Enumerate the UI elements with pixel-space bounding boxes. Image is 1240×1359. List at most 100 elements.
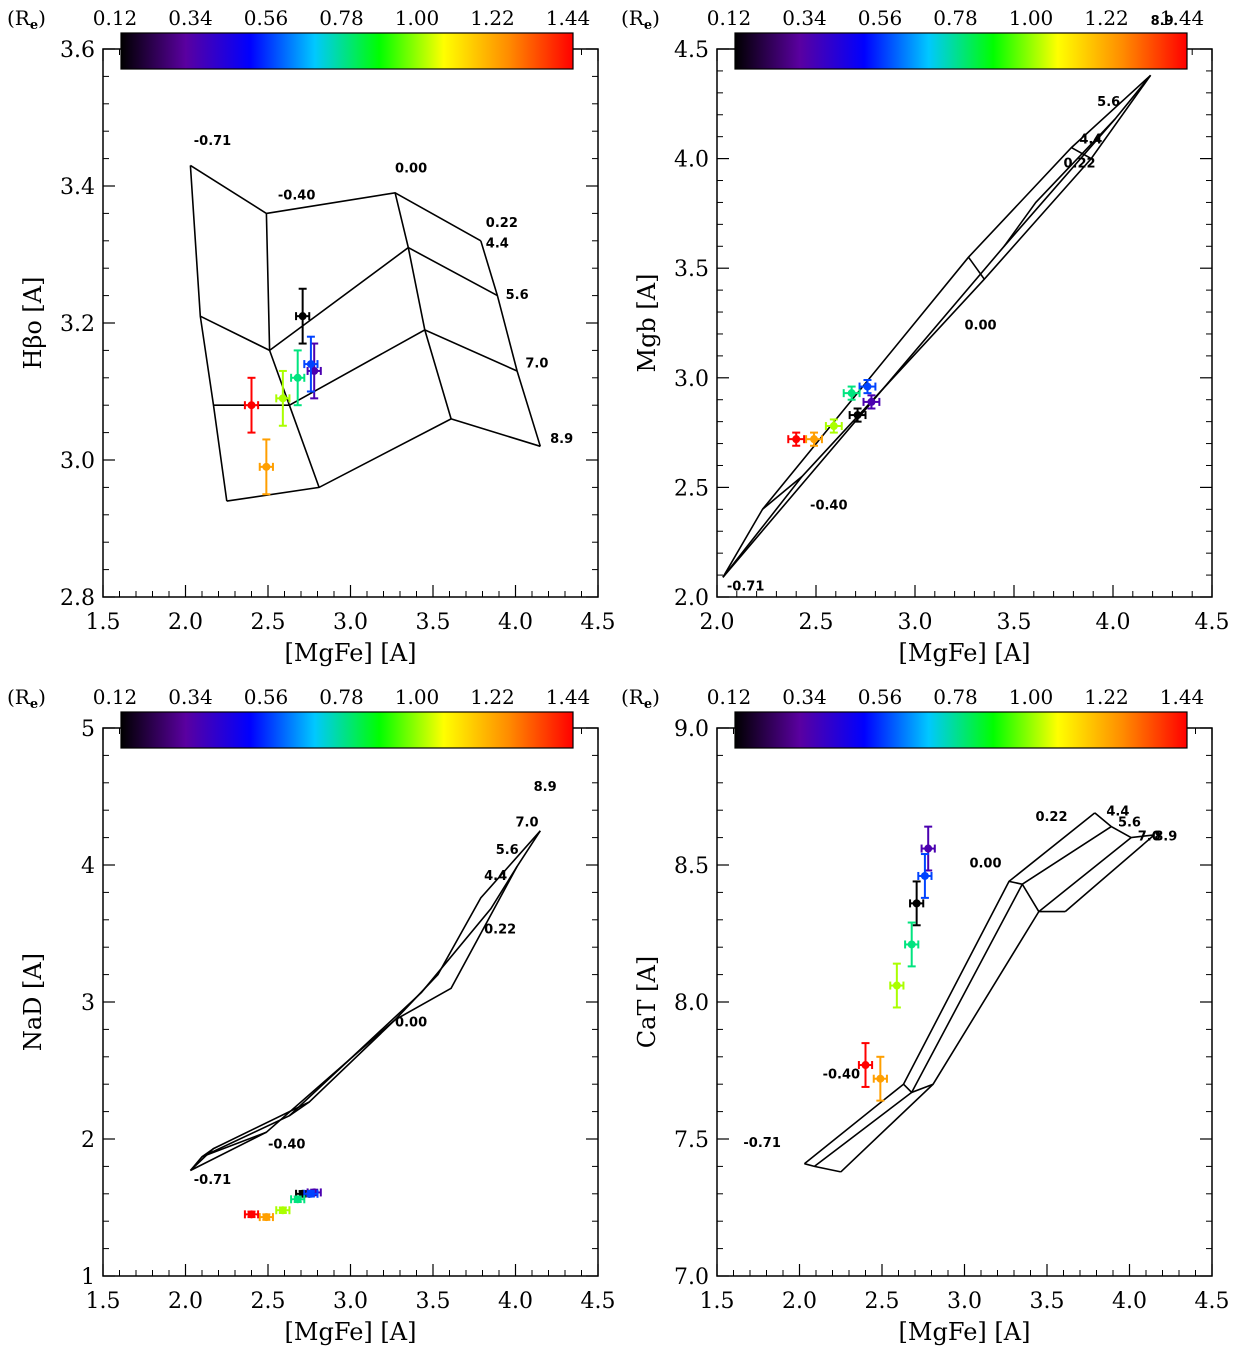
x-tick-label: 2.5: [799, 610, 834, 635]
colorbar-label: (Re): [621, 6, 660, 33]
model-grid: [722, 74, 1152, 578]
colorbar-tick-label: 1.00: [395, 6, 440, 30]
x-tick-label: 2.0: [168, 610, 203, 635]
colorbar-tick-label: 1.00: [395, 685, 440, 709]
y-tick-label: 2.5: [674, 476, 709, 501]
x-tick-label: 2.5: [865, 1289, 900, 1314]
colorbar-tick-label: 1.22: [470, 6, 515, 30]
y-tick-label: 4.5: [674, 38, 709, 63]
grid-label: 0.22: [486, 216, 518, 231]
grid-label: 0.00: [395, 161, 427, 176]
marker: [867, 397, 876, 406]
grid-line: [1064, 834, 1155, 913]
x-axis-label: [MgFe] [A]: [899, 639, 1031, 667]
marker: [892, 981, 901, 990]
marker: [853, 411, 862, 420]
data-point: [889, 962, 905, 1009]
colorbar: [734, 711, 1188, 749]
grid-label: -0.71: [743, 1136, 780, 1151]
grid-label: 4.4: [1106, 805, 1129, 820]
marker: [829, 422, 838, 431]
model-grid: [803, 812, 1155, 1173]
x-tick-label: 2.5: [251, 610, 286, 635]
marker: [278, 1206, 287, 1215]
model-grid: [189, 164, 542, 502]
panel-hbeta: 1.5 2.0 2.5 3.0 3.5 4.0 4.5 2.8 3.0 3.2 3.4 3.6 [MgF…: [7, 6, 616, 667]
grid-label: 0.22: [484, 923, 516, 938]
grid-line: [722, 74, 1152, 578]
grid-line: [213, 329, 518, 407]
marker: [262, 462, 271, 471]
grid-line: [189, 165, 228, 502]
colorbar-label-sub: e: [30, 18, 38, 33]
colorbar-label-sub: e: [644, 697, 652, 712]
grid-label: 4.4: [486, 237, 509, 252]
marker: [306, 1189, 315, 1198]
grid-label: 8.9: [534, 780, 557, 795]
grid-label: 0.00: [395, 1016, 427, 1031]
grid-line: [226, 418, 541, 502]
grid-label: 8.9: [1151, 14, 1174, 29]
colorbar: [120, 32, 574, 70]
grid-label: 7.0: [516, 816, 539, 831]
y-tick-label: 5: [81, 717, 95, 742]
grid-label: 5.6: [496, 843, 519, 858]
colorbar-tick-label: 0.78: [319, 6, 364, 30]
grid-label: 7.0: [1138, 829, 1161, 844]
data-point: [805, 431, 823, 447]
x-tick-label: 3.0: [947, 1289, 982, 1314]
grid-line: [902, 1083, 934, 1094]
data-point: [243, 376, 260, 434]
x-tick-label: 4.0: [1112, 1289, 1147, 1314]
data-point: [862, 394, 881, 410]
data-point: [306, 342, 322, 400]
data-point: [909, 880, 925, 927]
data-point: [303, 335, 319, 393]
colorbar-label-close: ): [652, 685, 660, 709]
x-tick-label: 3.5: [416, 1289, 451, 1314]
marker: [247, 401, 256, 410]
data-point: [824, 418, 843, 434]
x-tick-label: 2.0: [782, 1289, 817, 1314]
grid-label: -0.40: [268, 1138, 305, 1153]
grid-line: [480, 240, 542, 447]
data-point: [258, 438, 274, 496]
grid-line: [190, 830, 541, 1172]
colorbar-label: (Re): [7, 685, 46, 712]
plot-frame: [716, 727, 1213, 1277]
grid-line: [803, 812, 1096, 1165]
data-point: [275, 1206, 291, 1215]
colorbar-tick-label: 0.12: [707, 685, 752, 709]
grid-line: [201, 1131, 267, 1158]
x-tick-label: 2.5: [251, 1289, 286, 1314]
data-point: [787, 431, 806, 447]
x-tick-label: 1.5: [86, 1289, 121, 1314]
y-axis-label: NaD [A]: [19, 953, 47, 1051]
y-tick-label: 8.0: [674, 991, 709, 1016]
colorbar-tick-label: 1.22: [1084, 6, 1129, 30]
colorbar-tick-label: 1.44: [1160, 6, 1205, 30]
colorbar-label: (Re): [7, 6, 46, 33]
y-tick-label: 3: [81, 991, 95, 1016]
colorbar-tick-label: 0.78: [933, 6, 978, 30]
colorbar-label-close: ): [652, 6, 660, 30]
grid-line: [288, 1101, 310, 1117]
marker: [247, 1210, 256, 1219]
y-tick-label: 7.0: [674, 1265, 709, 1290]
y-tick-label: 3.0: [60, 449, 95, 474]
y-tick-label: 9.0: [674, 717, 709, 742]
marker: [262, 1213, 271, 1222]
colorbar-label-open: (R: [621, 6, 645, 30]
grid-line: [189, 865, 518, 1172]
marker: [847, 389, 856, 398]
marker: [876, 1074, 885, 1083]
marker: [278, 394, 287, 403]
y-tick-label: 4: [81, 854, 95, 879]
grid-line: [804, 1162, 841, 1173]
colorbar-tick-label: 1.22: [470, 685, 515, 709]
grid-line: [761, 475, 803, 510]
marker: [863, 382, 872, 391]
colorbar-tick-label: 0.78: [933, 685, 978, 709]
data-point: [842, 385, 861, 401]
grid-line: [813, 825, 1112, 1168]
